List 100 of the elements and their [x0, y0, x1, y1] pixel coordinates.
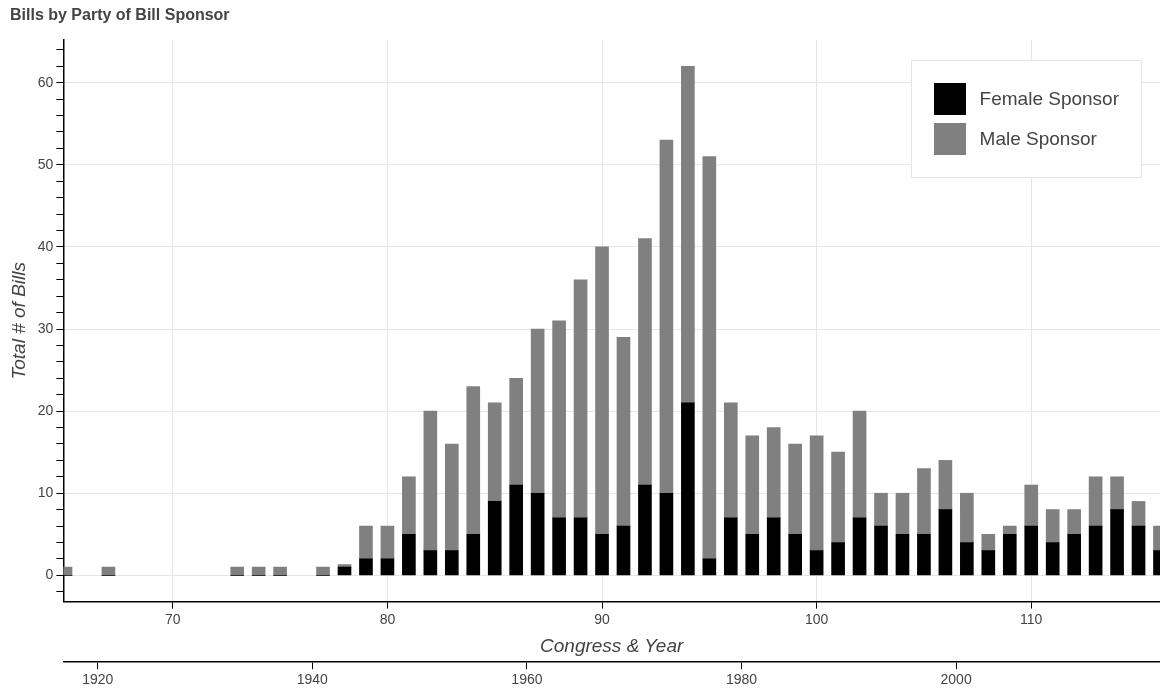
bar [552, 517, 566, 576]
bar [766, 427, 781, 519]
bar [1088, 476, 1103, 527]
x2-tick-label: 1940 [296, 671, 329, 688]
bar [831, 542, 845, 576]
bar [917, 468, 931, 535]
bar [981, 533, 996, 552]
bar [1024, 484, 1039, 527]
bar [444, 443, 459, 552]
bar [316, 566, 330, 576]
x-axis-title: Congress & Year [540, 635, 684, 657]
bar [337, 564, 352, 568]
bar [638, 484, 652, 576]
bar [1110, 509, 1124, 576]
bar [1131, 525, 1146, 576]
bar [230, 566, 245, 576]
bar [895, 533, 910, 576]
bar [466, 386, 481, 535]
bar [938, 460, 953, 510]
x2-tick-label: 2000 [940, 671, 972, 688]
x2-tick-label: 1920 [82, 671, 114, 688]
bar [530, 492, 545, 576]
bar [552, 320, 566, 519]
x-tick-label: 70 [165, 610, 181, 627]
bar [809, 435, 824, 552]
legend-label: Female Sponsor [979, 88, 1119, 110]
bar [723, 517, 738, 576]
bar [981, 550, 996, 576]
bar [595, 246, 609, 535]
y-tick-label: 30 [37, 319, 54, 336]
x-tick-label: 100 [804, 610, 829, 627]
bar [1002, 525, 1017, 535]
bar [423, 410, 438, 552]
bar [831, 451, 845, 543]
bar [874, 525, 888, 576]
bar [1067, 533, 1081, 576]
bar [466, 533, 481, 576]
bar [702, 156, 717, 560]
bar [874, 492, 888, 527]
bar [659, 492, 674, 576]
bar [766, 517, 781, 576]
x-tick-label: 90 [594, 610, 611, 627]
bar [1002, 533, 1017, 576]
bar [595, 533, 609, 576]
bar [1110, 476, 1124, 510]
y-tick-label: 0 [45, 566, 54, 583]
x2-tick-label: 1960 [511, 671, 543, 688]
legend-label: Male Sponsor [979, 128, 1097, 150]
bar [616, 336, 631, 527]
y-axis-title: Total # of Bills [7, 261, 29, 380]
bar [380, 558, 395, 576]
x-tick-label: 80 [379, 610, 396, 627]
bar [273, 566, 287, 576]
bar [530, 328, 545, 494]
bar [723, 402, 738, 519]
bar [659, 139, 674, 494]
bar [1045, 542, 1060, 576]
bar [444, 550, 459, 576]
bar [852, 410, 867, 519]
bar [509, 484, 524, 576]
x-tick-label: 110 [1020, 610, 1043, 627]
bar [402, 533, 416, 576]
bar [917, 533, 931, 576]
bar [809, 550, 824, 576]
bar [423, 550, 438, 576]
bar [1131, 501, 1146, 527]
bar [487, 501, 502, 576]
bar [509, 377, 524, 486]
bar [1024, 525, 1039, 576]
chart-title: Bills by Party of Bill Sponsor [10, 6, 230, 24]
bar [960, 542, 974, 576]
bar [573, 517, 588, 576]
bar [681, 402, 695, 576]
bar [852, 517, 867, 576]
bar [359, 558, 373, 576]
bar [938, 509, 953, 576]
bar [960, 492, 974, 543]
bar [1067, 509, 1081, 535]
x2-tick-label: 1980 [725, 671, 758, 688]
y-tick-label: 40 [37, 237, 54, 254]
y-tick-label: 50 [37, 155, 54, 172]
bar [251, 566, 266, 576]
bar [702, 558, 717, 576]
y-tick-label: 20 [37, 401, 54, 418]
bar [788, 533, 802, 576]
bar [681, 65, 695, 404]
bar [359, 525, 373, 560]
bar [380, 525, 395, 560]
bar [745, 533, 760, 576]
bar [487, 402, 502, 502]
bar [638, 238, 652, 486]
bar [402, 476, 416, 535]
bar [745, 435, 760, 535]
bar [788, 443, 802, 535]
bar [1088, 525, 1103, 576]
y-tick-label: 10 [37, 484, 54, 501]
bar [1045, 509, 1060, 543]
bar [573, 279, 588, 519]
bar [616, 525, 631, 576]
bar [101, 566, 116, 576]
